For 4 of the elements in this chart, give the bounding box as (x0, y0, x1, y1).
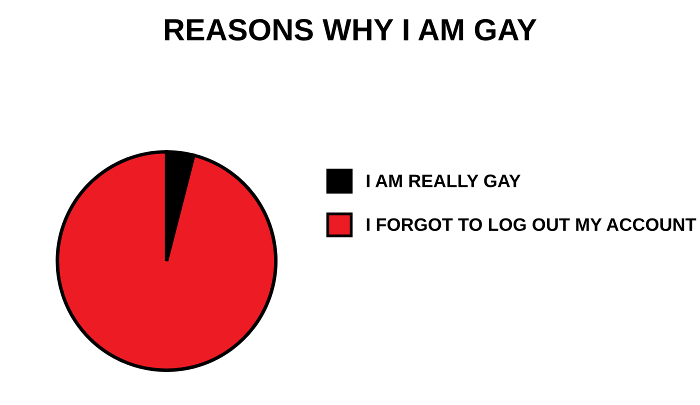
legend-label: I AM REALLY GAY (366, 174, 521, 188)
legend-label: I FORGOT TO LOG OUT MY ACCOUNT (366, 218, 696, 231)
pie-slice (56, 150, 278, 372)
chart-title: REASONS WHY I AM GAY (164, 18, 537, 41)
